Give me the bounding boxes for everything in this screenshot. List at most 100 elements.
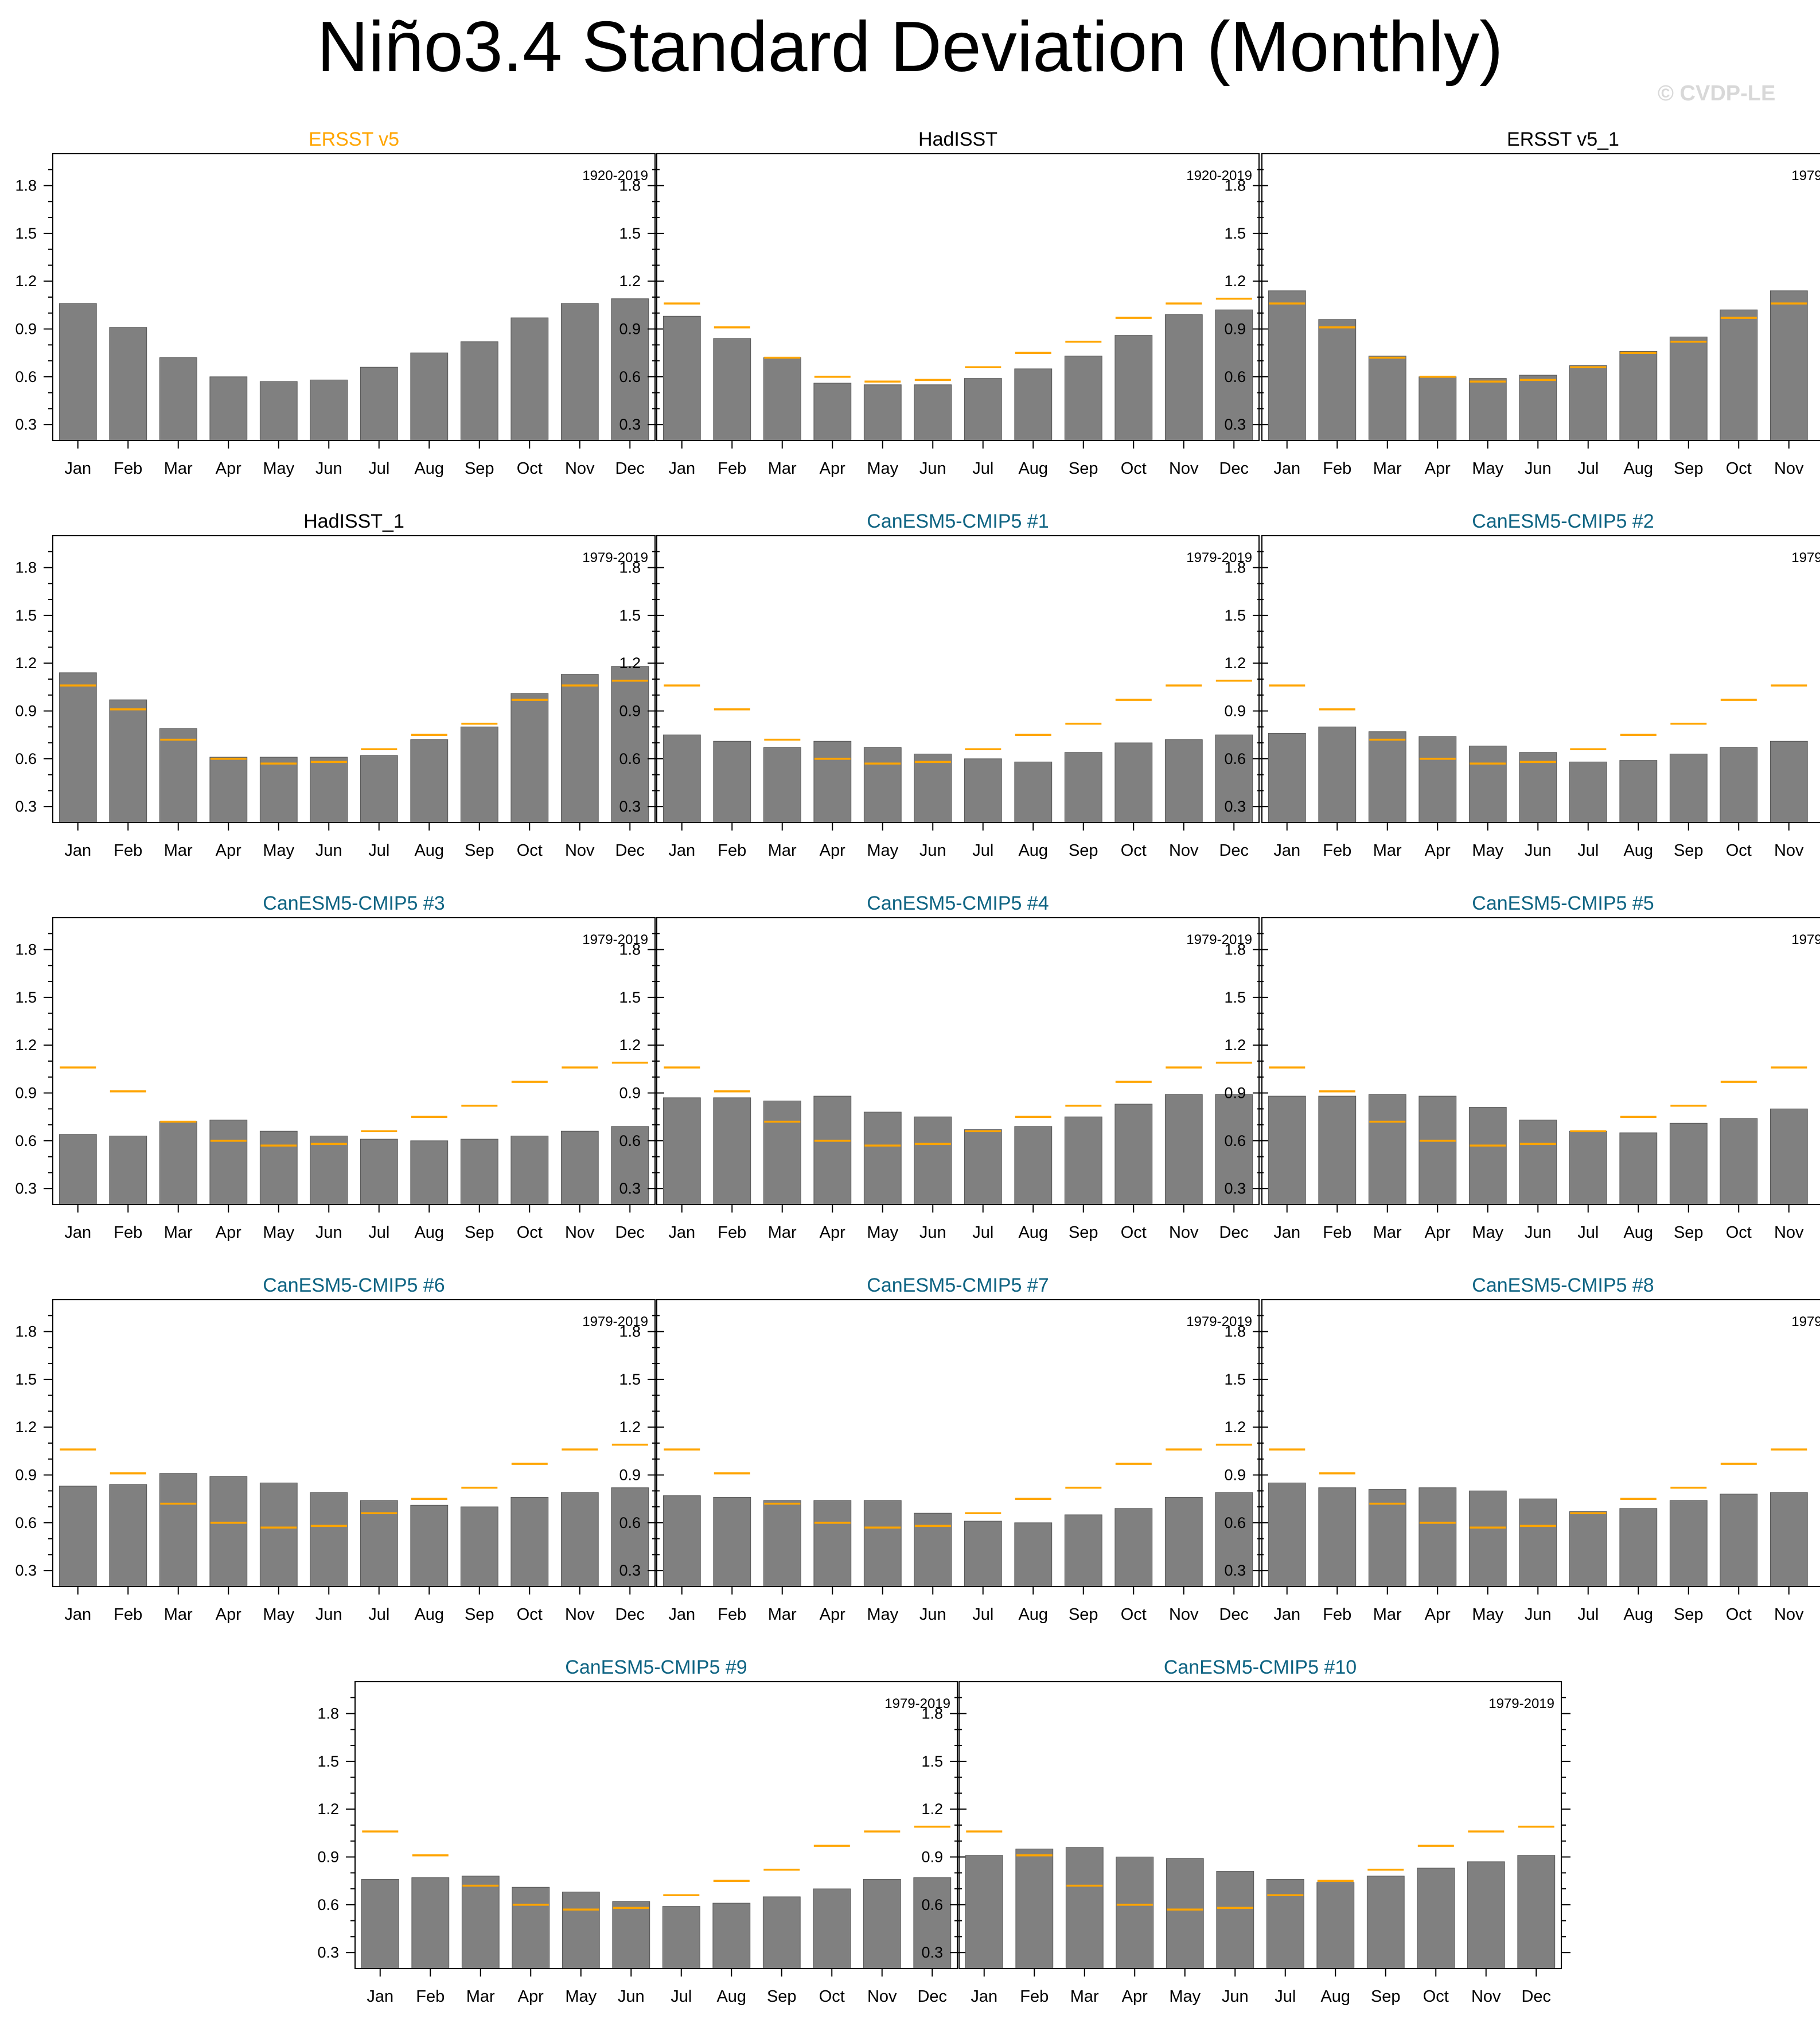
x-tick-label: Sep [767, 1987, 797, 2006]
x-tick-label: Jun [1525, 1605, 1552, 1624]
bar [1770, 1492, 1808, 1587]
chart-panel: HadISST 0.3 0.6 0.9 1.2 1.5 1.8 Jan Feb Mar Apr May… [619, 128, 1268, 478]
bar [1519, 1120, 1557, 1205]
x-tick-label: May [867, 841, 898, 860]
bar [1368, 1489, 1406, 1587]
bar [560, 674, 599, 823]
y-tick-label: 0.9 [15, 321, 37, 338]
y-tick-label: 1.5 [15, 607, 37, 624]
y-tick-label: 1.2 [1224, 1036, 1246, 1054]
period-label: 1979-2019 [582, 1314, 648, 1330]
y-tick-label: 0.3 [1224, 798, 1246, 815]
x-tick-label: Jul [1577, 1605, 1599, 1624]
x-tick-label: Feb [718, 1605, 746, 1624]
x-tick-label: Jun [919, 841, 946, 860]
y-tick-label: 0.3 [15, 1562, 37, 1579]
bar [109, 1136, 147, 1205]
bar [562, 1892, 600, 1969]
bar [662, 734, 701, 823]
y-tick-label: 1.5 [1224, 989, 1246, 1006]
x-tick-label: Oct [517, 1605, 543, 1624]
x-tick-label: Dec [615, 841, 645, 860]
bar [410, 352, 449, 441]
y-tick-label: 0.6 [619, 1132, 641, 1149]
y-tick-label: 0.9 [619, 1085, 641, 1102]
x-tick-label: Mar [1373, 1605, 1402, 1624]
bar [1114, 1508, 1153, 1587]
bar [59, 672, 97, 823]
bar [1569, 365, 1607, 441]
x-tick-label: May [1472, 1605, 1503, 1624]
y-tick-label: 1.8 [921, 1705, 943, 1722]
y-tick-label: 0.3 [619, 416, 641, 433]
y-tick-label: 1.8 [619, 559, 641, 576]
y-tick-label: 0.3 [619, 1562, 641, 1579]
bar [964, 378, 1002, 441]
x-tick-label: Jan [64, 1605, 91, 1624]
x-tick-label: Dec [615, 1605, 645, 1624]
chart-panel: HadISST_1 0.3 0.6 0.9 1.2 1.5 1.8 Jan Feb Mar Apr M… [15, 510, 664, 860]
period-label: 1979-2019 [1186, 550, 1252, 566]
x-tick-label: Nov [1169, 459, 1199, 478]
x-tick-label: Apr [1425, 459, 1451, 478]
bar [863, 1112, 902, 1205]
x-tick-label: Sep [1674, 459, 1704, 478]
y-tick-label: 0.6 [1224, 1514, 1246, 1531]
x-tick-label: Feb [1323, 1223, 1351, 1242]
bar [1318, 1096, 1357, 1205]
panel-title: CanESM5-CMIP5 #4 [867, 892, 1049, 914]
x-tick-label: Aug [1623, 1223, 1653, 1242]
x-tick-label: Jan [1273, 841, 1300, 860]
bar [1770, 1108, 1808, 1205]
x-tick-label: Jun [315, 1605, 342, 1624]
x-tick-label: May [263, 841, 294, 860]
bar [1467, 1861, 1505, 1969]
x-tick-label: May [867, 1605, 898, 1624]
bar [1014, 1126, 1053, 1205]
y-tick-label: 1.5 [15, 989, 37, 1006]
x-tick-label: Jan [64, 459, 91, 478]
y-tick-label: 0.6 [921, 1896, 943, 1913]
x-tick-label: Apr [216, 459, 241, 478]
bar [460, 726, 498, 823]
bar [59, 303, 97, 441]
bar [863, 747, 902, 823]
chart-panel: CanESM5-CMIP5 #10 0.3 0.6 0.9 1.2 1.5 1.8 Jan Fe… [921, 1656, 1570, 2006]
x-tick-label: Jan [668, 459, 695, 478]
bar [1569, 1131, 1607, 1205]
y-tick-label: 0.9 [619, 1467, 641, 1484]
x-tick-label: Mar [164, 459, 193, 478]
x-tick-label: Feb [718, 1223, 746, 1242]
bar [410, 1504, 449, 1587]
y-tick-label: 0.6 [15, 1514, 37, 1531]
bar [460, 1139, 498, 1205]
bar [1164, 739, 1203, 823]
x-tick-label: Nov [867, 1987, 897, 2006]
x-tick-label: Feb [718, 841, 746, 860]
y-tick-label: 1.2 [15, 654, 37, 672]
y-tick-label: 0.6 [1224, 750, 1246, 767]
y-tick-label: 1.8 [619, 941, 641, 958]
x-tick-label: Feb [1020, 1987, 1049, 2006]
x-tick-label: Jun [1525, 459, 1552, 478]
bar [1720, 309, 1758, 441]
bar [1215, 309, 1253, 441]
x-tick-label: Jun [919, 1223, 946, 1242]
y-tick-label: 0.3 [15, 1180, 37, 1197]
x-tick-label: Aug [1018, 1223, 1048, 1242]
y-tick-label: 1.8 [15, 559, 37, 576]
x-tick-label: Nov [1774, 841, 1804, 860]
y-tick-label: 1.5 [1224, 1371, 1246, 1388]
x-tick-label: Aug [1018, 459, 1048, 478]
bar [1770, 290, 1808, 441]
bar [1368, 1094, 1406, 1205]
x-tick-label: Sep [1069, 841, 1098, 860]
bar [1166, 1858, 1204, 1969]
bar [1669, 1122, 1708, 1205]
y-tick-label: 1.2 [921, 1800, 943, 1818]
bar [510, 1136, 549, 1205]
x-tick-label: Apr [216, 1223, 241, 1242]
x-tick-label: Jan [668, 1605, 695, 1624]
bar [109, 1484, 147, 1587]
